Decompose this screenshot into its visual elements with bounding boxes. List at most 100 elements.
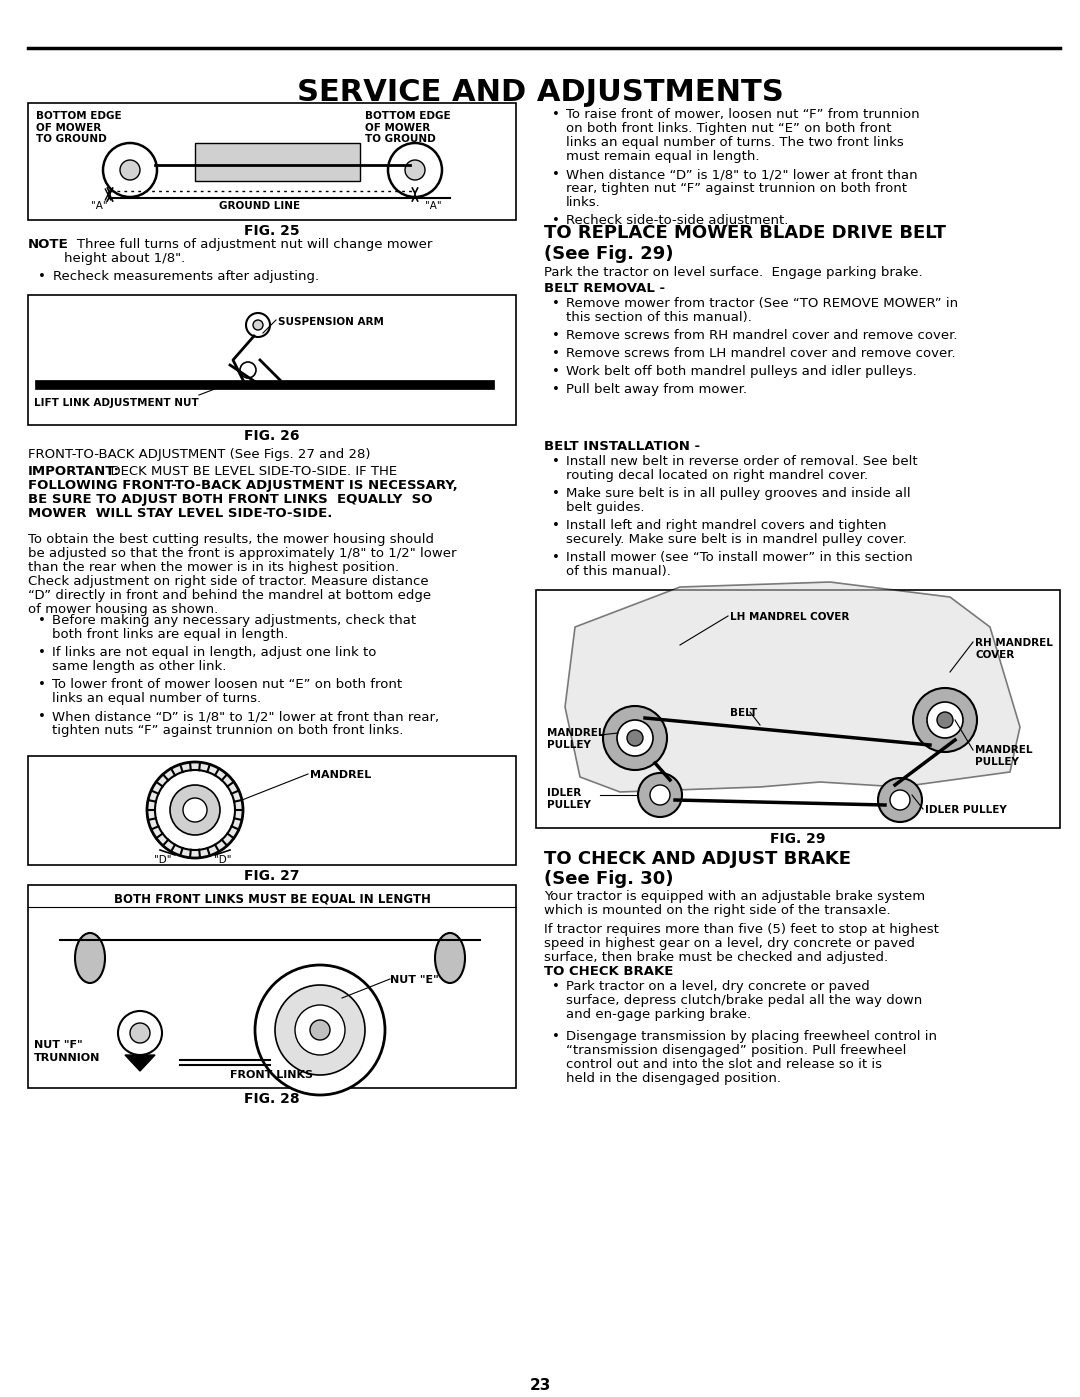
Circle shape [638, 773, 681, 817]
Text: PULLEY: PULLEY [975, 757, 1018, 767]
Circle shape [120, 161, 140, 180]
Bar [195, 142, 360, 182]
Text: When distance “D” is 1/8" to 1/2" lower at front than: When distance “D” is 1/8" to 1/2" lower … [566, 168, 918, 182]
Text: FRONT LINKS: FRONT LINKS [230, 1070, 313, 1080]
Circle shape [295, 1004, 345, 1055]
Text: routing decal located on right mandrel cover.: routing decal located on right mandrel c… [566, 469, 868, 482]
Text: To lower front of mower loosen nut “E” on both front: To lower front of mower loosen nut “E” o… [52, 678, 402, 692]
Circle shape [890, 789, 910, 810]
Text: COVER: COVER [975, 650, 1014, 659]
Text: IMPORTANT:: IMPORTANT: [28, 465, 120, 478]
Circle shape [310, 1020, 330, 1039]
Text: BELT REMOVAL -: BELT REMOVAL - [544, 282, 665, 295]
Text: NOTE: NOTE [28, 237, 69, 251]
Text: Pull belt away from mower.: Pull belt away from mower. [566, 383, 747, 395]
Text: control out and into the slot and release so it is: control out and into the slot and releas… [566, 1058, 882, 1071]
Text: NUT "F": NUT "F" [33, 1039, 83, 1051]
Text: belt guides.: belt guides. [566, 502, 645, 514]
Text: TO CHECK AND ADJUST BRAKE: TO CHECK AND ADJUST BRAKE [544, 849, 851, 868]
Text: •: • [552, 298, 559, 310]
Text: Install new belt in reverse order of removal. See belt: Install new belt in reverse order of rem… [566, 455, 918, 468]
Text: •: • [552, 520, 559, 532]
Circle shape [388, 142, 442, 197]
Text: LIFT LINK ADJUSTMENT NUT: LIFT LINK ADJUSTMENT NUT [33, 398, 199, 408]
Text: FIG. 29: FIG. 29 [770, 833, 826, 847]
Text: Make sure belt is in all pulley grooves and inside all: Make sure belt is in all pulley grooves … [566, 488, 910, 500]
Text: FOLLOWING FRONT-TO-BACK ADJUSTMENT IS NECESSARY,: FOLLOWING FRONT-TO-BACK ADJUSTMENT IS NE… [28, 479, 458, 492]
Polygon shape [125, 1055, 156, 1071]
Text: SERVICE AND ADJUSTMENTS: SERVICE AND ADJUSTMENTS [297, 78, 783, 108]
Circle shape [246, 313, 270, 337]
Text: held in the disengaged position.: held in the disengaged position. [566, 1071, 781, 1085]
Text: When distance “D” is 1/8" to 1/2" lower at front than rear,: When distance “D” is 1/8" to 1/2" lower … [52, 710, 440, 724]
Text: PULLEY: PULLEY [546, 740, 591, 750]
Bar [28, 886, 516, 1088]
Text: •: • [552, 1030, 559, 1044]
Text: same length as other link.: same length as other link. [52, 659, 227, 673]
Circle shape [913, 687, 977, 752]
Text: Remove screws from LH mandrel cover and remove cover.: Remove screws from LH mandrel cover and … [566, 346, 956, 360]
Text: RH MANDREL: RH MANDREL [975, 638, 1053, 648]
Text: Park the tractor on level surface.  Engage parking brake.: Park the tractor on level surface. Engag… [544, 265, 922, 279]
Text: and en-gage parking brake.: and en-gage parking brake. [566, 1009, 751, 1021]
Circle shape [405, 161, 426, 180]
Text: FIG. 27: FIG. 27 [244, 869, 300, 883]
Text: MOWER  WILL STAY LEVEL SIDE-TO-SIDE.: MOWER WILL STAY LEVEL SIDE-TO-SIDE. [28, 507, 333, 520]
Text: FRONT-TO-BACK ADJUSTMENT (See Figs. 27 and 28): FRONT-TO-BACK ADJUSTMENT (See Figs. 27 a… [28, 448, 370, 461]
Text: "D": "D" [214, 855, 232, 865]
Text: DECK MUST BE LEVEL SIDE-TO-SIDE. IF THE: DECK MUST BE LEVEL SIDE-TO-SIDE. IF THE [102, 465, 397, 478]
Text: links an equal number of turns.: links an equal number of turns. [52, 692, 261, 705]
Text: BE SURE TO ADJUST BOTH FRONT LINKS  EQUALLY  SO: BE SURE TO ADJUST BOTH FRONT LINKS EQUAL… [28, 493, 432, 506]
Text: PULLEY: PULLEY [546, 800, 591, 810]
Text: BELT: BELT [730, 708, 757, 718]
Text: :  Three full turns of adjustment nut will change mower: : Three full turns of adjustment nut wil… [64, 237, 432, 251]
Circle shape [650, 785, 670, 805]
Text: If links are not equal in length, adjust one link to: If links are not equal in length, adjust… [52, 645, 376, 659]
Text: links an equal number of turns. The two front links: links an equal number of turns. The two … [566, 136, 904, 149]
Bar [28, 295, 516, 425]
Text: •: • [38, 615, 45, 627]
Text: TO CHECK BRAKE: TO CHECK BRAKE [544, 965, 673, 978]
Text: surface, then brake must be checked and adjusted.: surface, then brake must be checked and … [544, 951, 888, 964]
Text: •: • [552, 168, 559, 182]
Circle shape [170, 785, 220, 835]
Circle shape [183, 798, 207, 821]
Polygon shape [565, 583, 1020, 792]
Text: Install mower (see “To install mower” in this section: Install mower (see “To install mower” in… [566, 550, 913, 564]
Text: •: • [552, 346, 559, 360]
Text: on both front links. Tighten nut “E” on both front: on both front links. Tighten nut “E” on … [566, 122, 891, 136]
Text: FIG. 25: FIG. 25 [244, 224, 300, 237]
Text: If tractor requires more than five (5) feet to stop at highest: If tractor requires more than five (5) f… [544, 923, 939, 936]
Text: BOTH FRONT LINKS MUST BE EQUAL IN LENGTH: BOTH FRONT LINKS MUST BE EQUAL IN LENGTH [113, 893, 431, 907]
Text: which is mounted on the right side of the transaxle.: which is mounted on the right side of th… [544, 904, 891, 916]
Circle shape [275, 985, 365, 1076]
Text: SUSPENSION ARM: SUSPENSION ARM [278, 317, 383, 327]
Circle shape [103, 142, 157, 197]
Text: •: • [38, 645, 45, 659]
Text: Your tractor is equipped with an adjustable brake system: Your tractor is equipped with an adjusta… [544, 890, 926, 902]
Text: Work belt off both mandrel pulleys and idler pulleys.: Work belt off both mandrel pulleys and i… [566, 365, 917, 379]
Text: •: • [552, 214, 559, 226]
Text: both front links are equal in length.: both front links are equal in length. [52, 629, 288, 641]
Text: LH MANDREL COVER: LH MANDREL COVER [730, 612, 849, 622]
Circle shape [927, 703, 963, 738]
Ellipse shape [75, 933, 105, 983]
Text: “transmission disengaged” position. Pull freewheel: “transmission disengaged” position. Pull… [566, 1044, 906, 1058]
Text: •: • [552, 108, 559, 122]
Text: •: • [552, 455, 559, 468]
Text: TRUNNION: TRUNNION [33, 1053, 100, 1063]
Circle shape [878, 778, 922, 821]
Bar [536, 590, 1059, 828]
Circle shape [118, 1011, 162, 1055]
Text: Park tractor on a level, dry concrete or paved: Park tractor on a level, dry concrete or… [566, 981, 869, 993]
Text: rear, tighten nut “F” against trunnion on both front: rear, tighten nut “F” against trunnion o… [566, 182, 907, 196]
Text: MANDREL: MANDREL [310, 770, 372, 780]
Circle shape [617, 719, 653, 756]
Text: “D” directly in front and behind the mandrel at bottom edge: “D” directly in front and behind the man… [28, 590, 431, 602]
Text: height about 1/8".: height about 1/8". [64, 251, 186, 265]
Text: tighten nuts “F” against trunnion on both front links.: tighten nuts “F” against trunnion on bot… [52, 724, 403, 738]
Circle shape [147, 761, 243, 858]
Circle shape [603, 705, 667, 770]
Ellipse shape [435, 933, 465, 983]
Text: surface, depress clutch/brake pedal all the way down: surface, depress clutch/brake pedal all … [566, 995, 922, 1007]
